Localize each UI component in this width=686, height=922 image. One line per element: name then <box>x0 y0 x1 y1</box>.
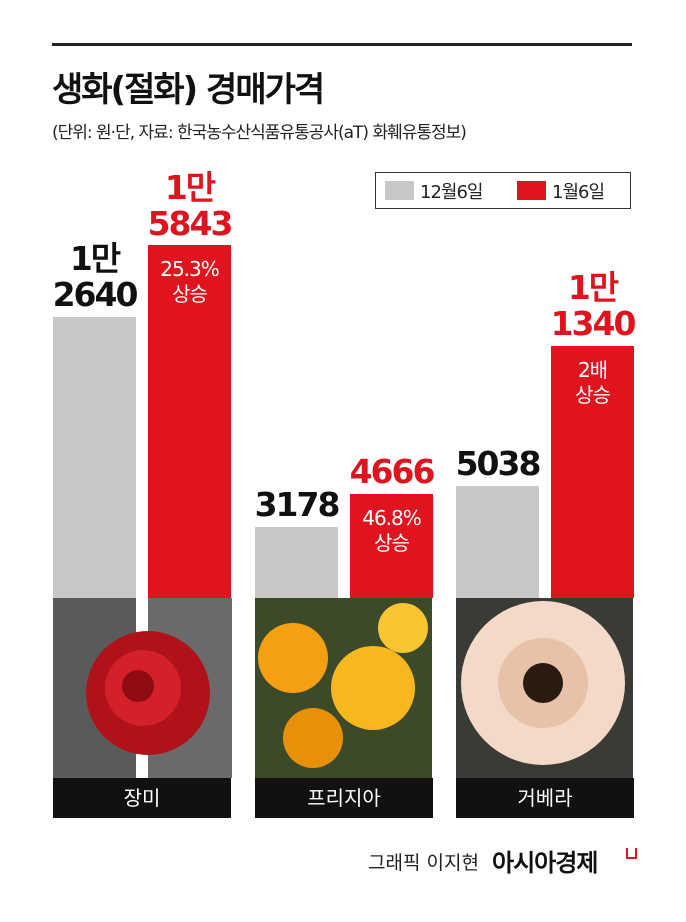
value-label: 4666 <box>349 452 436 492</box>
freesia <box>258 623 328 693</box>
brand-mark <box>626 848 637 859</box>
value-label: 1만 5843 <box>147 167 234 243</box>
bar <box>350 494 433 598</box>
legend-swatch <box>385 181 414 200</box>
category-label: 장미 <box>53 778 231 818</box>
chart-title: 생화(절화) 경매가격 <box>52 70 325 110</box>
annotation: 2배 상승 <box>575 357 611 407</box>
category-label: 프리지아 <box>255 778 433 818</box>
value-label: 1만 2640 <box>52 238 139 314</box>
bar <box>255 527 338 598</box>
bar <box>148 245 231 598</box>
freesia <box>378 603 428 653</box>
annotation: 25.3% 상승 <box>160 257 220 307</box>
freesia <box>331 646 415 730</box>
freesia <box>283 708 343 768</box>
annotation: 46.8% 상승 <box>362 506 422 556</box>
value-label: 1만 1340 <box>550 267 637 343</box>
legend-label: 1월6일 <box>552 182 605 203</box>
bar <box>456 485 539 598</box>
photos <box>53 598 633 778</box>
legend-label: 12월6일 <box>420 182 483 203</box>
gerbera-center <box>523 663 563 703</box>
value-label: 3178 <box>254 485 341 525</box>
bar <box>551 345 634 598</box>
credit: 그래픽 이지현 <box>368 852 479 874</box>
value-label: 5038 <box>455 443 542 483</box>
top-rule <box>52 43 632 46</box>
bar <box>53 316 136 598</box>
category-label: 거베라 <box>456 778 634 818</box>
brand: 아시아경제 <box>492 849 598 877</box>
chart-subtitle: (단위: 원·단, 자료: 한국농수산식품유통공사(aT) 화훼유통정보) <box>52 123 467 143</box>
legend-swatch <box>517 181 546 200</box>
legend <box>375 172 631 209</box>
rose-center <box>122 670 154 702</box>
